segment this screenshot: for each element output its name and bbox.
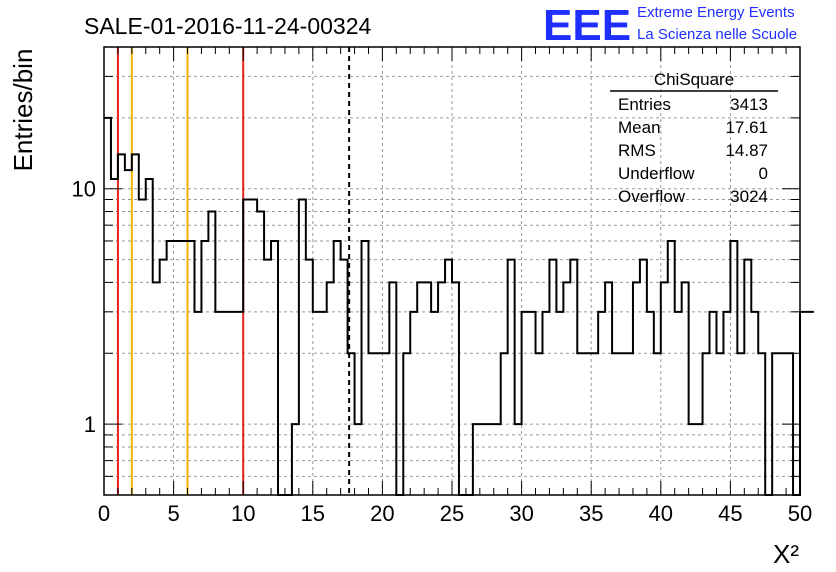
x-tick-label: 0 (98, 501, 110, 526)
stats-box: ChiSquare Entries 3413 Mean 17.61 RMS 14.87 Un… (610, 70, 778, 206)
y-axis-label: Entries/bin (8, 49, 38, 172)
x-axis-label: Χ² (773, 539, 799, 569)
stats-value: 3024 (730, 187, 768, 206)
x-tick-label: 35 (579, 501, 603, 526)
x-tick-label: 20 (370, 501, 394, 526)
stats-value: 3413 (730, 95, 768, 114)
eee-logo: EEE Extreme Energy Events La Scienza nel… (543, 1, 797, 50)
stats-rows: Entries 3413 Mean 17.61 RMS 14.87 Underflow 0 Ov… (618, 95, 768, 206)
x-tick-label: 40 (649, 501, 673, 526)
stats-label: Overflow (618, 187, 686, 206)
x-tick-label: 30 (509, 501, 533, 526)
grid-lines (104, 47, 800, 495)
y-tick-label: 10 (72, 177, 96, 202)
chart-title: SALE-01-2016-11-24-00324 (84, 13, 371, 39)
stats-label: Underflow (618, 164, 695, 183)
stats-value: 17.61 (725, 118, 768, 137)
logo-eee-text: EEE (543, 1, 631, 50)
x-tick-label: 25 (440, 501, 464, 526)
x-tick-label: 5 (167, 501, 179, 526)
stats-label: Mean (618, 118, 661, 137)
x-tick-label: 15 (301, 501, 325, 526)
x-tick-label: 10 (231, 501, 255, 526)
axis-ticks: 0 5 10 15 20 25 30 35 40 45 50 1 10 (72, 47, 812, 526)
stats-title: ChiSquare (654, 70, 734, 89)
y-tick-label: 1 (84, 412, 96, 437)
stats-label: Entries (618, 95, 671, 114)
histogram-outline (104, 116, 814, 496)
x-tick-label: 50 (788, 501, 812, 526)
logo-line-2: La Scienza nelle Scuole (637, 26, 797, 43)
x-tick-label: 45 (718, 501, 742, 526)
stats-value: 14.87 (725, 141, 768, 160)
stats-label: RMS (618, 141, 656, 160)
logo-line-1: Extreme Energy Events (637, 4, 795, 21)
stats-value: 0 (759, 164, 768, 183)
